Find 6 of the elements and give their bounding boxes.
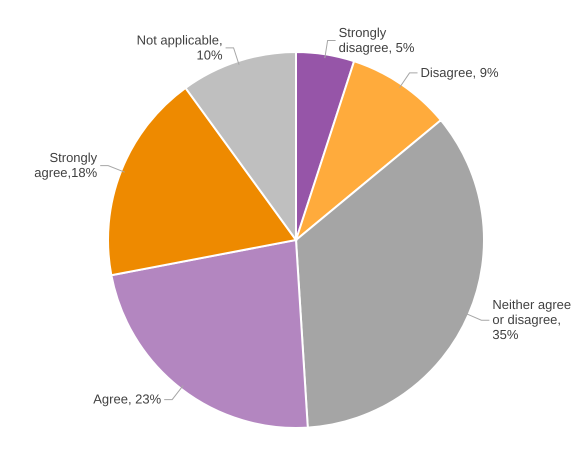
slice-label: Agree, 23% xyxy=(93,392,162,407)
slice-label: Strongly agree,18% xyxy=(34,150,98,180)
slice-label: Not applicable, 10% xyxy=(136,32,224,62)
slice-label: Strongly disagree, 5% xyxy=(338,24,415,55)
slice-label: Neither agree or disagree, 35% xyxy=(492,297,572,342)
slice-label: Disagree, 9% xyxy=(420,64,500,80)
